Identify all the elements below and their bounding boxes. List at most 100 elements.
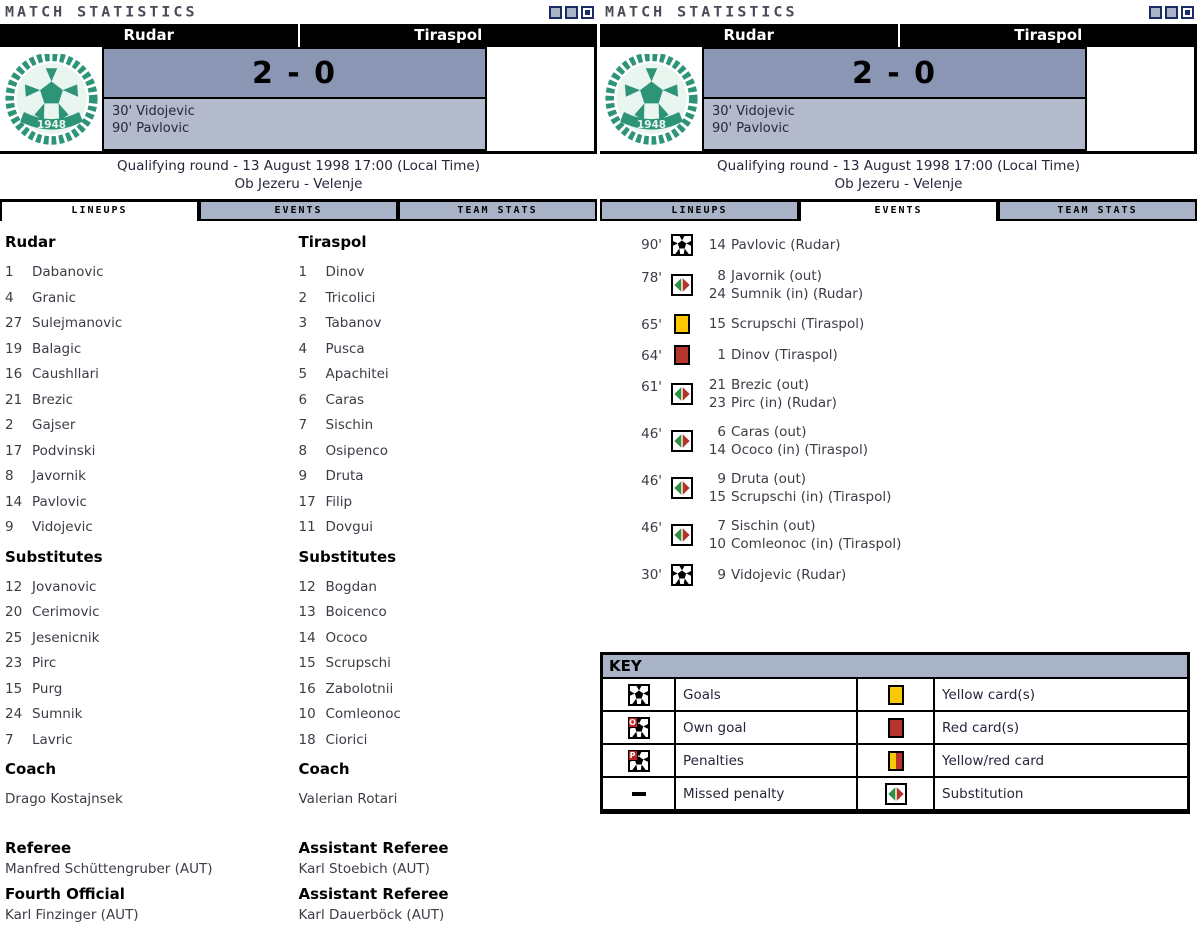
away-team-name: Tiraspol <box>1014 26 1083 44</box>
substitute-row: 12 Bogdan <box>299 575 593 601</box>
player-name: Jesenicnik <box>32 629 100 646</box>
goal-icon <box>603 679 676 710</box>
tab-events[interactable]: EVENTS <box>799 202 998 221</box>
event-row: 90' 14 Pavlovic (Rudar) <box>634 234 1197 256</box>
event-line: 9 Druta (out) <box>704 470 891 488</box>
player-row: 21 Brezic <box>5 388 299 414</box>
event-line: 15 Scrupschi (in) (Tiraspol) <box>704 488 892 506</box>
tab-lineups[interactable]: LINEUPS <box>600 202 799 221</box>
substitute-row: 16 Zabolotnii <box>299 677 593 703</box>
indicator-square-active-icon[interactable] <box>581 5 594 19</box>
player-name: Gajser <box>32 417 76 433</box>
player-number: 2 <box>5 417 14 433</box>
player-name: Balagic <box>32 340 82 357</box>
player-name: Filip <box>325 493 353 510</box>
player-row: 4 Granic <box>5 286 299 312</box>
player-row: 2 Gajser <box>5 413 299 439</box>
player-number: 6 <box>298 391 308 408</box>
substitute-row: 23 Pirc <box>5 651 299 677</box>
event-row: 61' 21 Brezic (out) 23 Pirc (in) (Rudar) <box>634 376 1197 412</box>
event-time: 30' <box>641 567 662 583</box>
player-number: 14 <box>5 493 23 510</box>
player-row: 9 Druta <box>299 464 593 490</box>
official-role: Assistant Referee <box>298 839 449 857</box>
player-row: 16 Caushllari <box>5 362 299 388</box>
event-player-number: 15 <box>708 489 726 505</box>
indicator-square-icon[interactable] <box>1165 5 1178 19</box>
player-number: 1 <box>5 264 14 280</box>
player-name: Scrupschi <box>325 655 391 671</box>
player-row: 7 Sischin <box>299 413 593 439</box>
home-club-logo: 1948 <box>600 47 702 151</box>
player-row: 1 Dinov <box>299 260 593 286</box>
substitute-row: 25 Jesenicnik <box>5 626 299 652</box>
player-number: 12 <box>5 578 23 595</box>
away-logo-empty <box>487 47 594 151</box>
player-number: 14 <box>298 629 316 646</box>
event-text: Comleonoc (in) (Tiraspol) <box>731 536 902 552</box>
event-player-number: 8 <box>717 268 726 284</box>
score-stack: 2 - 0 30' Vidojevic 90' Pavlovic <box>102 47 487 151</box>
player-number: 24 <box>5 706 23 722</box>
player-number: 15 <box>298 655 316 671</box>
lineups-content: Rudar 1 Dabanovic 4 Granic <box>0 221 597 931</box>
event-line: 1 Dinov (Tiraspol) <box>704 346 837 364</box>
svg-text:1948: 1948 <box>636 119 665 131</box>
event-player-number: 23 <box>708 395 726 411</box>
event-text: Scrupschi (Tiraspol) <box>731 316 865 332</box>
event-player-number: 6 <box>717 424 726 440</box>
event-text: Brezic (out) <box>731 377 810 393</box>
event-row: 46' 6 Caras (out) 14 Ococo (in) (Tiraspo… <box>634 423 1197 459</box>
tab-team-stats[interactable]: TEAM STATS <box>398 202 597 221</box>
panel-titlebar: MATCH STATISTICS <box>600 0 1197 24</box>
indicator-square-active-icon[interactable] <box>1181 5 1194 19</box>
tab-events[interactable]: EVENTS <box>199 202 398 221</box>
event-time: 46' <box>641 426 662 442</box>
key-label: Yellow card(s) <box>942 686 1035 703</box>
substitute-row: 14 Ococo <box>299 626 593 652</box>
official-name: Karl Finzinger (AUT) <box>5 907 139 923</box>
red-card-icon <box>858 712 935 743</box>
event-player-number: 24 <box>708 286 726 302</box>
scorers-list: 30' Vidojevic 90' Pavlovic <box>702 99 1087 151</box>
player-number: 7 <box>298 417 308 433</box>
player-row: 17 Filip <box>299 490 593 516</box>
event-line: 14 Pavlovic (Rudar) <box>704 236 841 254</box>
venue-info: Ob Jezeru - Velenje <box>234 176 363 192</box>
substitute-row: 15 Scrupschi <box>299 651 593 677</box>
player-name: Caushllari <box>32 366 99 382</box>
events-list: 90' 14 Pavlovic (Rudar) 78' <box>600 221 1197 586</box>
club-crest-icon: 1948 <box>604 53 698 145</box>
player-number: 7 <box>5 731 14 748</box>
event-time: 64' <box>641 348 662 364</box>
substitute-row: 24 Sumnik <box>5 702 299 728</box>
key-label: Red card(s) <box>942 719 1020 736</box>
indicator-squares <box>549 5 594 19</box>
player-number: 1 <box>298 264 308 280</box>
official-role: Assistant Referee <box>298 885 449 903</box>
indicator-square-icon[interactable] <box>1149 5 1162 19</box>
player-number: 2 <box>298 289 308 306</box>
key-label: Substitution <box>942 785 1024 802</box>
player-number: 10 <box>298 706 316 722</box>
score-stack: 2 - 0 30' Vidojevic 90' Pavlovic <box>702 47 1087 151</box>
indicator-square-icon[interactable] <box>549 5 562 19</box>
player-row: 8 Osipenco <box>299 439 593 465</box>
away-logo-empty <box>1087 47 1194 151</box>
player-name: Javornik <box>32 468 86 484</box>
substitution-icon <box>670 524 694 546</box>
indicator-square-icon[interactable] <box>565 5 578 19</box>
player-number: 12 <box>298 578 316 595</box>
tab-lineups[interactable]: LINEUPS <box>0 202 199 221</box>
event-row: 78' 8 Javornik (out) 24 Sumnik (in) (Rud… <box>634 267 1197 303</box>
tab-team-stats[interactable]: TEAM STATS <box>998 202 1197 221</box>
indicator-squares <box>1149 5 1194 19</box>
away-subs-title: Substitutes <box>298 547 397 566</box>
player-row: 11 Dovgui <box>299 515 593 541</box>
event-line: 7 Sischin (out) <box>704 517 901 535</box>
player-number: 8 <box>298 442 308 459</box>
event-row: 30' 9 Vidojevic (Rudar) <box>634 564 1197 586</box>
player-row: 8 Javornik <box>5 464 299 490</box>
player-name: Bogdan <box>325 578 378 595</box>
